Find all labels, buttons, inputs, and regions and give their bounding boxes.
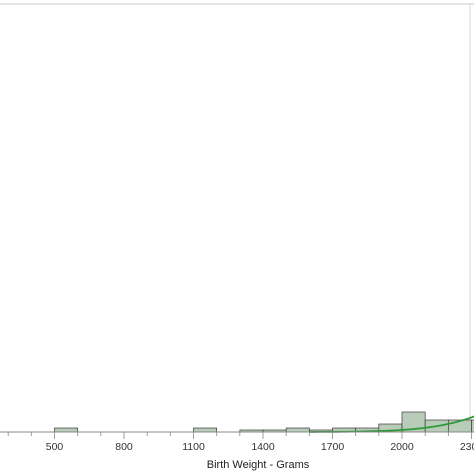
x-tick-labels: 2005008001100140017002000230026002900320…: [46, 441, 474, 453]
x-axis-title: Birth Weight - Grams: [207, 459, 310, 471]
histogram-bar: [193, 427, 218, 433]
x-tick-label: 500: [46, 441, 64, 453]
x-tick-label: 2000: [390, 441, 414, 453]
x-axis: [0, 431, 474, 439]
histogram-bar: [471, 419, 474, 433]
histogram-bar: [285, 427, 310, 433]
x-tick-label: 2300: [460, 441, 474, 453]
normal-curve: [309, 415, 474, 433]
histogram-bars: [54, 411, 474, 433]
x-tick-label: 800: [115, 441, 133, 453]
x-tick-label: 1400: [251, 441, 275, 453]
x-tick-label: 1700: [321, 441, 345, 453]
histogram-bar: [54, 427, 79, 433]
x-tick-label: 1100: [182, 441, 205, 453]
